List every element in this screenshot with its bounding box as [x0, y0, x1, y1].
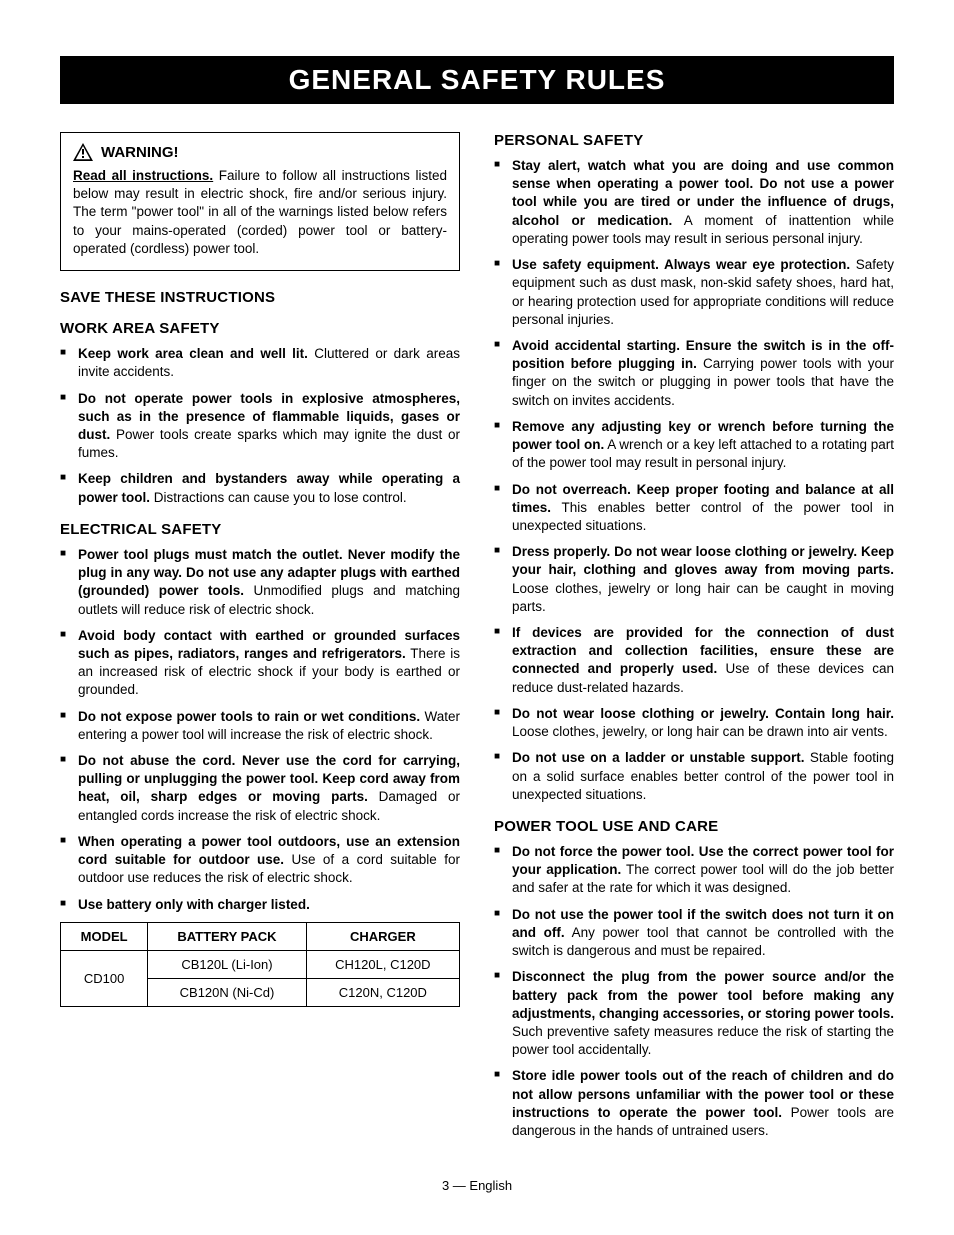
th-model: MODEL — [61, 922, 148, 950]
list-item: Do not use the power tool if the switch … — [494, 906, 894, 961]
rule-bold: Use safety equipment. Always wear eye pr… — [512, 257, 850, 272]
list-item: When operating a power tool outdoors, us… — [60, 833, 460, 888]
list-item: Disconnect the plug from the power sourc… — [494, 968, 894, 1059]
rule-rest: Loose clothes, jewelry or long hair can … — [512, 581, 894, 614]
power-tool-list: Do not force the power tool. Use the cor… — [494, 843, 894, 1140]
rule-rest: Power tools create sparks which may igni… — [78, 427, 460, 460]
work-area-heading: WORK AREA SAFETY — [60, 320, 460, 337]
rule-rest: Distractions can cause you to lose contr… — [150, 490, 407, 505]
compatibility-table: MODEL BATTERY PACK CHARGER CD100 CB120L … — [60, 922, 460, 1007]
list-item: Use battery only with charger listed. — [60, 896, 460, 914]
list-item: Stay alert, watch what you are doing and… — [494, 157, 894, 248]
warning-body: Read all instructions. Failure to follow… — [73, 167, 447, 258]
table-header-row: MODEL BATTERY PACK CHARGER — [61, 922, 460, 950]
warning-label: WARNING! — [101, 144, 179, 161]
rule-rest: Loose clothes, jewelry, or long hair can… — [512, 724, 888, 739]
rule-bold: Avoid body contact with earthed or groun… — [78, 628, 460, 661]
rule-bold: Disconnect the plug from the power sourc… — [512, 969, 894, 1020]
list-item: If devices are provided for the connecti… — [494, 624, 894, 697]
save-instructions-heading: SAVE THESE INSTRUCTIONS — [60, 289, 460, 306]
list-item: Power tool plugs must match the outlet. … — [60, 546, 460, 619]
personal-safety-heading: PERSONAL SAFETY — [494, 132, 894, 149]
warning-box: WARNING! Read all instructions. Failure … — [60, 132, 460, 271]
list-item: Do not operate power tools in explosive … — [60, 390, 460, 463]
rule-bold: Do not expose power tools to rain or wet… — [78, 709, 420, 724]
page-header: GENERAL SAFETY RULES — [60, 56, 894, 104]
cell-charger: CH120L, C120D — [306, 950, 459, 978]
rule-rest: Such preventive safety measures reduce t… — [512, 1024, 894, 1057]
warning-icon — [73, 143, 93, 161]
table-row: CD100 CB120L (Li-Ion) CH120L, C120D — [61, 950, 460, 978]
electrical-heading: ELECTRICAL SAFETY — [60, 521, 460, 538]
content-columns: WARNING! Read all instructions. Failure … — [60, 132, 894, 1148]
list-item: Do not force the power tool. Use the cor… — [494, 843, 894, 898]
cell-charger: C120N, C120D — [306, 978, 459, 1006]
warning-lead: Read all instructions. — [73, 168, 213, 183]
warning-title-row: WARNING! — [73, 143, 447, 161]
rule-bold: Dress properly. Do not wear loose clothi… — [512, 544, 894, 577]
rule-bold: Do not use on a ladder or unstable suppo… — [512, 750, 804, 765]
list-item: Do not wear loose clothing or jewelry. C… — [494, 705, 894, 741]
list-item: Do not use on a ladder or unstable suppo… — [494, 749, 894, 804]
power-tool-heading: POWER TOOL USE AND CARE — [494, 818, 894, 835]
cell-model: CD100 — [61, 950, 148, 1006]
list-item: Use safety equipment. Always wear eye pr… — [494, 256, 894, 329]
list-item: Keep children and bystanders away while … — [60, 470, 460, 506]
list-item: Store idle power tools out of the reach … — [494, 1067, 894, 1140]
rule-bold: Keep work area clean and well lit. — [78, 346, 308, 361]
list-item: Do not expose power tools to rain or wet… — [60, 708, 460, 744]
list-item: Dress properly. Do not wear loose clothi… — [494, 543, 894, 616]
work-area-list: Keep work area clean and well lit. Clutt… — [60, 345, 460, 507]
rule-rest: This enables better control of the power… — [512, 500, 894, 533]
personal-safety-list: Stay alert, watch what you are doing and… — [494, 157, 894, 804]
list-item: Remove any adjusting key or wrench befor… — [494, 418, 894, 473]
cell-battery: CB120N (Ni-Cd) — [148, 978, 306, 1006]
list-item: Do not abuse the cord. Never use the cor… — [60, 752, 460, 825]
th-battery: BATTERY PACK — [148, 922, 306, 950]
rule-bold: Use battery only with charger listed. — [78, 897, 310, 912]
list-item: Keep work area clean and well lit. Clutt… — [60, 345, 460, 381]
page-footer: 3 — English — [60, 1178, 894, 1193]
left-column: WARNING! Read all instructions. Failure … — [60, 132, 460, 1148]
rule-bold: Do not wear loose clothing or jewelry. C… — [512, 706, 894, 721]
th-charger: CHARGER — [306, 922, 459, 950]
right-column: PERSONAL SAFETY Stay alert, watch what y… — [494, 132, 894, 1148]
cell-battery: CB120L (Li-Ion) — [148, 950, 306, 978]
electrical-list: Power tool plugs must match the outlet. … — [60, 546, 460, 914]
rule-rest: Any power tool that cannot be controlled… — [512, 925, 894, 958]
list-item: Do not overreach. Keep proper footing an… — [494, 481, 894, 536]
list-item: Avoid body contact with earthed or groun… — [60, 627, 460, 700]
list-item: Avoid accidental starting. Ensure the sw… — [494, 337, 894, 410]
